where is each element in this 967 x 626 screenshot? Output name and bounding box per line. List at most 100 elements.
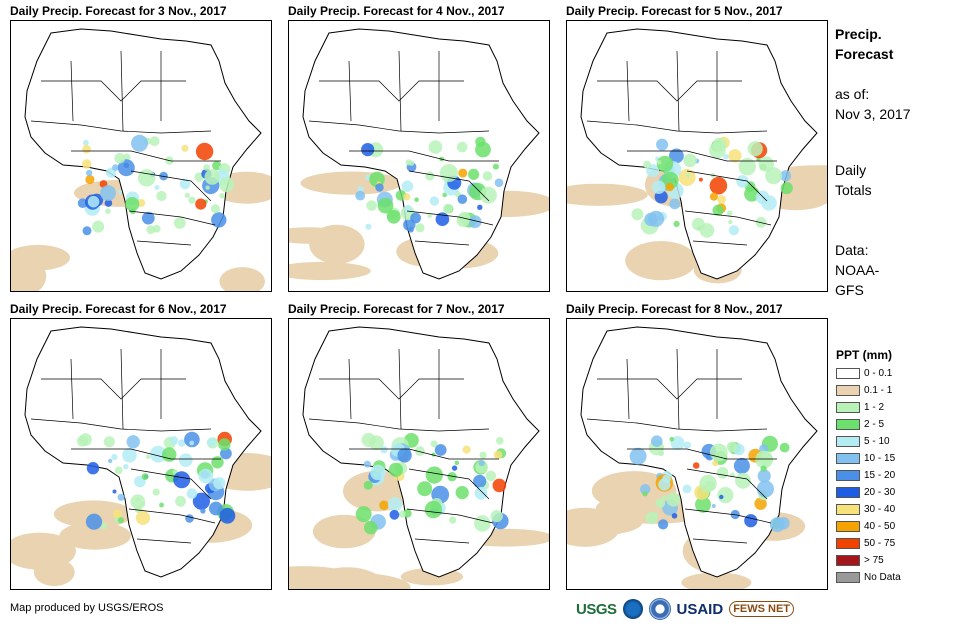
legend-item: 0 - 0.1 — [836, 367, 892, 380]
precip-cell — [494, 178, 504, 187]
precip-cell — [728, 149, 742, 163]
precip-cell — [468, 215, 482, 229]
precip-cell — [653, 512, 658, 518]
precip-cell — [736, 175, 749, 188]
precip-cell — [492, 478, 507, 493]
legend-label: 10 - 15 — [864, 453, 896, 464]
legend-item: 20 - 30 — [836, 486, 895, 499]
country-border — [348, 358, 352, 420]
precip-cell — [361, 432, 376, 448]
legend-swatch — [836, 368, 860, 379]
precip-cell — [765, 167, 783, 185]
asof-label: as of: — [835, 86, 870, 102]
legend-title: PPT (mm) — [836, 348, 893, 362]
country-border — [71, 150, 221, 162]
precip-cell — [733, 457, 750, 474]
country-border — [41, 378, 186, 400]
precip-cell — [405, 159, 412, 166]
precip-cell — [709, 443, 728, 462]
precip-cell — [379, 500, 389, 511]
legend-label: 5 - 10 — [864, 436, 890, 447]
precip-cell — [169, 436, 179, 445]
precip-cell — [149, 136, 160, 147]
precip-cell — [477, 204, 483, 210]
precip-cell — [146, 225, 156, 235]
precip-cell — [712, 204, 724, 216]
precip-cell — [125, 197, 140, 212]
precip-cell — [661, 171, 679, 190]
precip-map — [566, 20, 828, 292]
legend-item: 50 - 75 — [836, 537, 895, 550]
precip-cell — [161, 447, 177, 462]
country-border — [398, 50, 402, 132]
precip-cell — [658, 478, 671, 491]
legend-label: 30 - 40 — [864, 504, 896, 515]
legend-item: 10 - 15 — [836, 452, 895, 465]
precip-cell — [355, 190, 366, 201]
legend-item: 5 - 10 — [836, 435, 890, 448]
legend-item: 1 - 2 — [836, 401, 884, 414]
precip-cell — [726, 441, 738, 452]
legend-label: 40 - 50 — [864, 521, 896, 532]
data-line-3: GFS — [835, 282, 864, 298]
precip-cell — [135, 510, 150, 525]
country-border — [408, 468, 490, 500]
country-border — [684, 508, 772, 524]
precip-cell — [146, 454, 151, 459]
precip-cell — [651, 435, 663, 447]
precip-cell — [220, 447, 232, 460]
precip-map — [10, 318, 272, 590]
precip-cell — [77, 435, 88, 447]
legend-swatch — [836, 470, 860, 481]
precip-map — [288, 318, 550, 590]
precip-cell — [389, 509, 400, 520]
data-line-2: NOAA- — [835, 262, 880, 278]
precip-cell — [474, 515, 491, 532]
precip-cell — [154, 185, 160, 190]
precip-cell — [82, 139, 89, 146]
precip-cell — [403, 193, 411, 201]
precip-cell — [380, 446, 388, 454]
precip-cell — [134, 505, 143, 513]
precip-cell — [100, 185, 116, 201]
precip-cell — [181, 144, 189, 152]
country-border — [676, 348, 680, 430]
legend-item: > 75 — [836, 554, 884, 567]
precip-cell — [655, 498, 666, 508]
precip-cell — [112, 164, 119, 171]
precip-cell — [683, 441, 691, 449]
precip-cell — [185, 514, 194, 523]
precip-cell — [123, 463, 129, 470]
precip-cell — [179, 453, 193, 467]
precip-cell — [490, 510, 503, 523]
light-rain-area — [681, 572, 752, 589]
country-border — [71, 448, 221, 460]
precip-cell — [691, 217, 705, 231]
country-border — [676, 50, 680, 132]
precip-cell — [219, 193, 225, 199]
precip-cell — [149, 445, 167, 463]
country-border — [627, 150, 777, 162]
precip-cell — [104, 199, 113, 207]
precip-cell — [678, 169, 696, 186]
precip-cell — [685, 173, 691, 178]
precip-cell — [451, 465, 458, 471]
country-border — [626, 358, 630, 420]
precip-cell — [479, 451, 487, 459]
noaa-logo-icon — [622, 599, 643, 619]
precip-cell — [135, 497, 141, 502]
precip-cell — [457, 194, 468, 204]
precip-cell — [363, 460, 371, 468]
country-border — [349, 150, 499, 162]
precip-cell — [195, 142, 214, 161]
precip-cell — [712, 460, 719, 467]
precip-cell — [456, 141, 468, 153]
legend-label: 0.1 - 1 — [864, 385, 893, 396]
precip-cell — [175, 495, 186, 507]
fews-net-logo: FEWS NET — [729, 601, 795, 617]
country-border — [398, 348, 402, 430]
precip-cell — [117, 159, 135, 177]
precip-cell — [86, 169, 93, 177]
precip-cell — [656, 155, 674, 173]
light-rain-area — [567, 183, 648, 206]
